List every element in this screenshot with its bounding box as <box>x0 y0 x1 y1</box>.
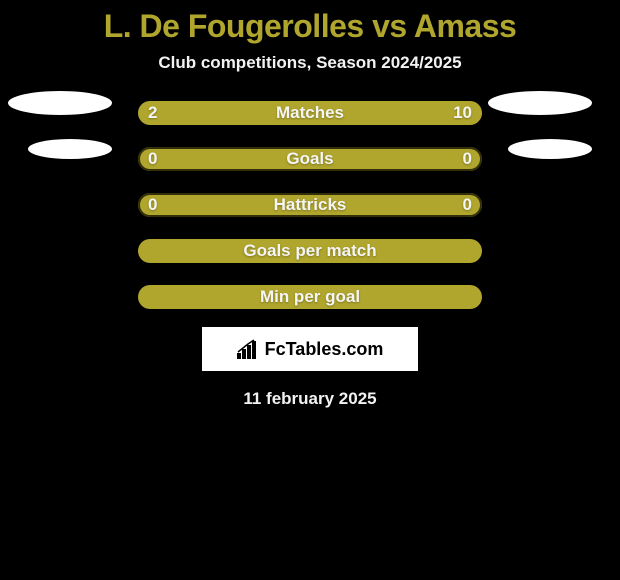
stat-row: Goals per match <box>0 239 620 263</box>
stat-row: Hattricks 0 0 <box>0 193 620 217</box>
stat-row: Goals 0 0 <box>0 147 620 171</box>
logo-text: FcTables.com <box>265 339 384 360</box>
stat-row: Matches 2 10 <box>0 101 620 125</box>
stat-value-right: 0 <box>463 195 472 215</box>
stat-row: Min per goal <box>0 285 620 309</box>
bar-segment-left <box>138 101 195 125</box>
player-ellipse-left <box>8 91 112 115</box>
player-ellipse-right <box>508 139 592 159</box>
stat-value-right: 0 <box>463 149 472 169</box>
logo-box: FcTables.com <box>202 327 418 371</box>
player-ellipse-right <box>488 91 592 115</box>
stat-label: Hattricks <box>274 195 347 215</box>
stats-rows: Matches 2 10 Goals 0 0 Hattricks 0 0 Goals per ma… <box>0 101 620 309</box>
stat-label: Min per goal <box>260 287 360 307</box>
stat-bar: Goals per match <box>138 239 482 263</box>
stat-value-right: 10 <box>453 103 472 123</box>
stat-value-left: 2 <box>148 103 157 123</box>
player-ellipse-left <box>28 139 112 159</box>
subtitle: Club competitions, Season 2024/2025 <box>0 53 620 73</box>
stat-bar: Hattricks 0 0 <box>138 193 482 217</box>
date-text: 11 february 2025 <box>0 389 620 409</box>
stat-bar: Goals 0 0 <box>138 147 482 171</box>
stat-value-left: 0 <box>148 149 157 169</box>
stat-label: Goals <box>286 149 333 169</box>
stat-bar: Min per goal <box>138 285 482 309</box>
stat-label: Goals per match <box>243 241 376 261</box>
page-title: L. De Fougerolles vs Amass <box>0 0 620 45</box>
stat-bar: Matches 2 10 <box>138 101 482 125</box>
stat-label: Matches <box>276 103 344 123</box>
chart-icon <box>237 339 259 359</box>
stat-value-left: 0 <box>148 195 157 215</box>
